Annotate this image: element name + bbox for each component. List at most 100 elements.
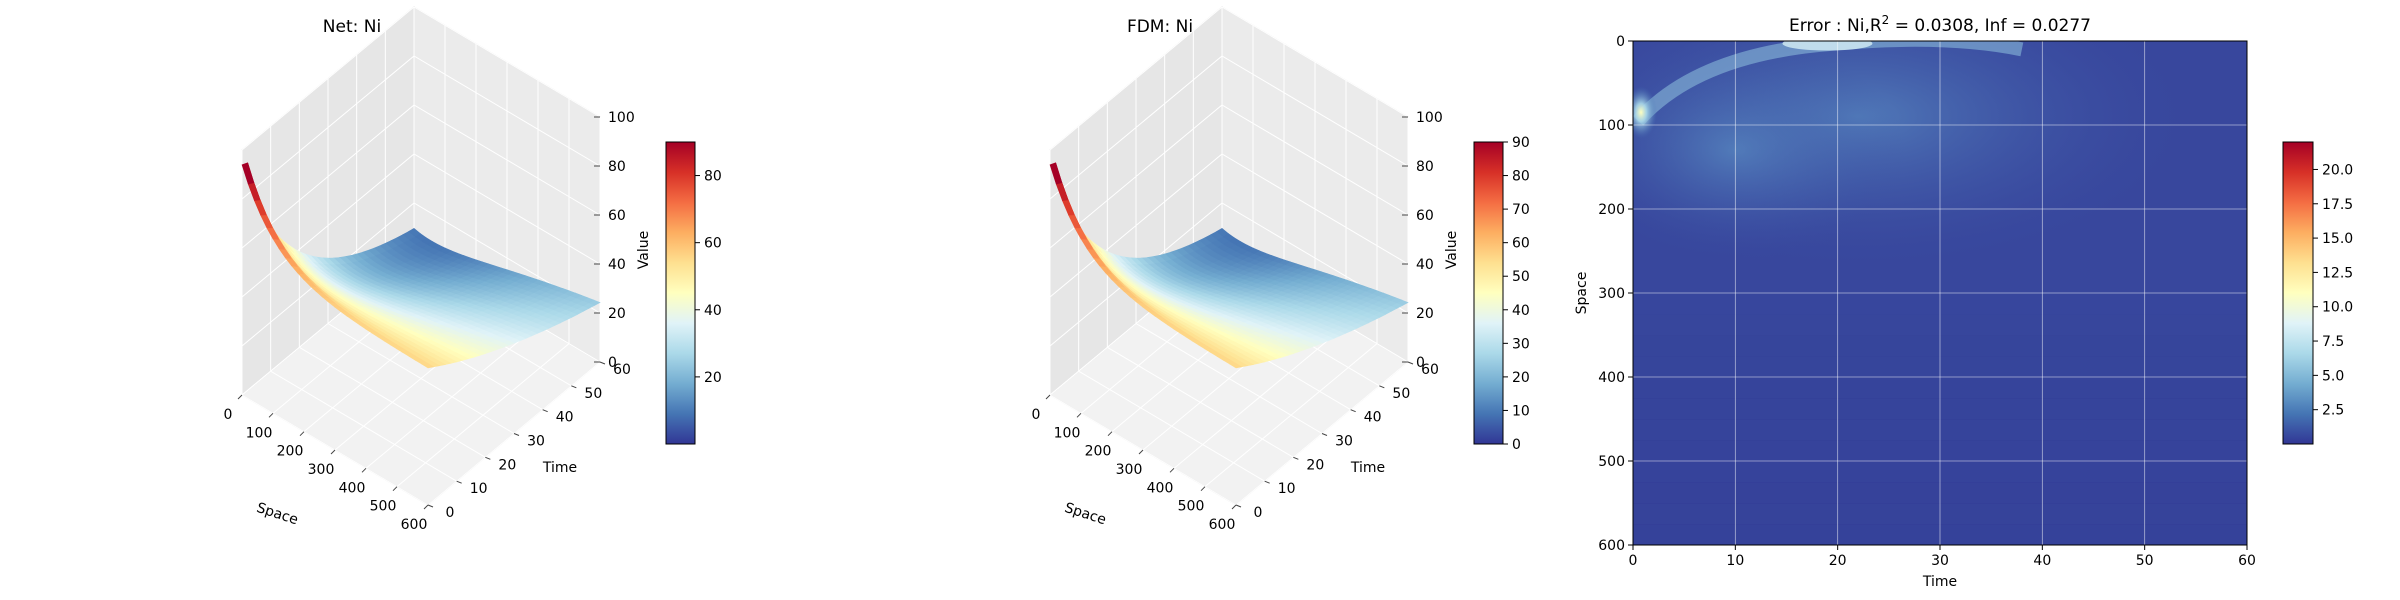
colorbar-tick-label: 90 xyxy=(1512,135,1530,151)
y-tick-label: 0 xyxy=(446,505,455,521)
x-tick-mark xyxy=(299,431,305,437)
x-tick-label: 400 xyxy=(1147,480,1174,496)
colorbar-tick-label: 12.5 xyxy=(2322,265,2353,281)
y-tick-label: 30 xyxy=(1335,434,1353,450)
x-tick-label: 0 xyxy=(224,407,233,423)
y-tick-label: 50 xyxy=(584,386,602,402)
z-tick-label: 0 xyxy=(608,355,617,371)
colorbar-tick-label: 0 xyxy=(1512,437,1521,453)
y-tick-mark xyxy=(456,480,462,484)
x-tick-label: 500 xyxy=(370,499,397,515)
x-tick-label: 600 xyxy=(1209,517,1236,533)
x-tick-label: 100 xyxy=(1054,425,1081,441)
y-axis-label: Time xyxy=(1350,460,1385,476)
y-tick-mark xyxy=(1321,433,1328,436)
y-tick-label: 20 xyxy=(498,457,516,473)
z-tick-label: 100 xyxy=(1416,110,1443,126)
error-region xyxy=(1633,41,1906,261)
y-tick-mark xyxy=(1407,361,1414,365)
x-tick-mark xyxy=(237,394,243,400)
x-tick-mark xyxy=(268,412,274,418)
x-tick-label: 60 xyxy=(2238,553,2256,569)
grid-line xyxy=(241,55,601,200)
colorbar-tick-label: 5.0 xyxy=(2322,368,2344,384)
colorbar-tick-label: 7.5 xyxy=(2322,334,2344,350)
colorbar-tick-label: 10 xyxy=(1512,403,1530,419)
x-tick-label: 0 xyxy=(1032,407,1041,423)
z-tick-label: 80 xyxy=(1416,159,1434,175)
x-tick-mark xyxy=(1107,431,1113,437)
grid-line xyxy=(1049,55,1409,200)
colorbar-tick-label: 80 xyxy=(1512,169,1530,185)
y-tick-mark xyxy=(513,433,520,436)
y-tick-label: 200 xyxy=(1598,202,1625,218)
grid-line xyxy=(1049,202,1409,347)
heatmap-image xyxy=(1633,41,2247,545)
x-tick-label: 30 xyxy=(1931,553,1949,569)
colorbar-tick-label: 20.0 xyxy=(2322,162,2353,178)
x-tick-label: 300 xyxy=(1116,462,1143,478)
y-tick-mark xyxy=(1264,480,1270,484)
colorbar-tick-label: 10.0 xyxy=(2322,300,2353,316)
y-tick-mark xyxy=(542,409,548,413)
x-tick-label: 600 xyxy=(401,517,428,533)
z-tick-label: 20 xyxy=(1416,306,1434,322)
z-tick-label: 60 xyxy=(608,208,626,224)
z-tick-label: 60 xyxy=(1416,208,1434,224)
grid-line xyxy=(1049,6,1409,151)
x-tick-label: 40 xyxy=(2033,553,2051,569)
chart-title: Error : Ni,R2 = 0.0308, Inf = 0.0277 xyxy=(1789,13,2091,36)
x-tick-mark xyxy=(1076,412,1082,418)
x-tick-mark xyxy=(361,467,367,473)
error-heatmap-panel: Error : Ni,R2 = 0.0308, Inf = 0.0277 0 10 2… xyxy=(1574,13,2353,590)
y-tick-label: 50 xyxy=(1392,386,1410,402)
y-tick-label: 600 xyxy=(1598,538,1625,554)
colorbar xyxy=(665,141,696,445)
x-tick-label: 200 xyxy=(277,444,304,460)
y-tick-label: 20 xyxy=(1306,457,1324,473)
x-tick-mark xyxy=(1200,486,1206,492)
y-tick-label: 100 xyxy=(1598,118,1625,134)
y-tick-mark xyxy=(599,361,606,365)
x-axis-label: Time xyxy=(1922,574,1957,590)
surface-patch xyxy=(241,162,255,185)
colorbar-tick-label: 20 xyxy=(1512,370,1530,386)
grid-line xyxy=(241,153,601,298)
y-tick-label: 60 xyxy=(613,362,631,378)
x-tick-label: 10 xyxy=(1726,553,1744,569)
colorbar-tick-label: 80 xyxy=(704,169,722,185)
y-tick-label: 400 xyxy=(1598,370,1625,386)
z-axis-label: Value xyxy=(1444,231,1460,269)
x-tick-label: 20 xyxy=(1829,553,1847,569)
surface-patch xyxy=(1049,162,1063,185)
z-tick-label: 40 xyxy=(608,257,626,273)
y-tick-mark xyxy=(1350,409,1356,413)
x-tick-label: 200 xyxy=(1085,444,1112,460)
chart-title: FDM: Ni xyxy=(1127,17,1193,37)
grid-line xyxy=(241,104,601,249)
error-peak xyxy=(1633,86,1657,139)
colorbar-tick-label: 15.0 xyxy=(2322,231,2353,247)
y-tick-mark xyxy=(485,456,491,460)
x-axis-label: Space xyxy=(1062,500,1108,528)
x-tick-mark xyxy=(423,504,429,510)
z-tick-label: 0 xyxy=(1416,355,1425,371)
x-tick-mark xyxy=(1045,394,1051,400)
colorbar-tick-label: 50 xyxy=(1512,269,1530,285)
y-axis-label: Space xyxy=(1574,272,1590,315)
y-tick-mark xyxy=(1293,456,1299,460)
y-tick-label: 60 xyxy=(1421,362,1439,378)
y-axis-label: Time xyxy=(542,460,577,476)
x-tick-label: 300 xyxy=(308,462,335,478)
colorbar-tick-label: 60 xyxy=(704,236,722,252)
z-tick-label: 100 xyxy=(608,110,635,126)
colorbar xyxy=(2282,141,2314,445)
colorbar-tick-label: 40 xyxy=(704,303,722,319)
colorbar-tick-label: 40 xyxy=(1512,303,1530,319)
error-peak-top xyxy=(1782,41,1873,51)
x-axis-label: Space xyxy=(254,500,300,528)
x-tick-label: 500 xyxy=(1178,499,1205,515)
